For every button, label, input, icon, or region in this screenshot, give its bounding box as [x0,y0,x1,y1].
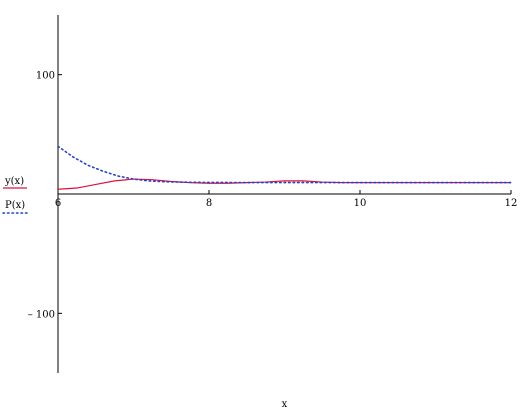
legend-label-y: y(x) [4,176,24,187]
y-tick-label: – 100 [28,309,55,320]
x-tick-label: 8 [206,198,212,209]
x-axis-title: x [282,399,288,410]
x-tick-label: 10 [354,198,367,209]
x-tick-label: 12 [505,198,518,209]
y-tick-label: 100 [36,71,55,82]
legend-label-p: P(x) [5,200,25,211]
axes: 6 8 10 12 100 – 100 [28,15,518,373]
legend: y(x) P(x) [2,176,28,214]
series-line-p [57,145,512,184]
x-tick-label: 6 [55,198,61,209]
series-layer [57,145,512,190]
series-line-y [57,178,511,190]
